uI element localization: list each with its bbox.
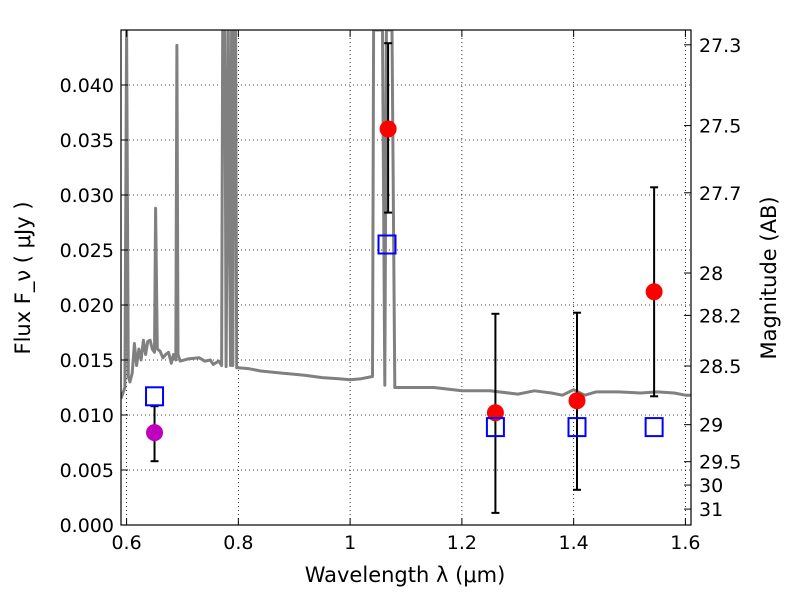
- grid-lines: [121, 30, 691, 526]
- magnitude-tick-label: 29: [699, 415, 723, 437]
- plot-frame: [120, 29, 692, 526]
- y-tick-label: 0.040: [60, 75, 114, 97]
- x-tick-label: 0.6: [111, 532, 141, 554]
- data-points-layer: [145, 42, 664, 514]
- model-photometry-square: [644, 417, 664, 438]
- y-tick-label: 0.005: [60, 460, 114, 482]
- model-spectrum-layer: [121, 30, 691, 400]
- y-tick-label: 0.010: [60, 405, 114, 427]
- y-axis-right-label: Magnitude (AB): [757, 196, 781, 359]
- magnitude-tick-label: 28.2: [699, 305, 741, 327]
- magnitude-tick-label: 27.7: [699, 183, 741, 205]
- x-tick-label: 1.4: [559, 532, 589, 554]
- model-photometry-square: [485, 417, 505, 438]
- x-tick-label: 1: [344, 532, 356, 554]
- model-photometry-square: [567, 417, 587, 438]
- y-tick-label: 0.000: [60, 515, 114, 537]
- data-point: [379, 120, 397, 138]
- y-tick-label: 0.025: [60, 240, 114, 262]
- magnitude-tick-label: 27.3: [699, 35, 741, 57]
- model-photometry-square: [145, 386, 165, 407]
- x-axis-label: Wavelength λ (μm): [305, 563, 506, 587]
- tick-labels: 0.6 0.8 1 1.2 1.4 1.6 0.000 0.005 0.010 0.015 0.02…: [60, 35, 742, 554]
- x-tick-label: 1.6: [670, 532, 700, 554]
- model-spectrum-line: [121, 30, 691, 400]
- magnitude-tick-label: 29.5: [699, 452, 741, 474]
- y-tick-label: 0.020: [60, 295, 114, 317]
- data-point: [568, 392, 586, 410]
- magnitude-tick-label: 30: [699, 475, 723, 497]
- y-tick-label: 0.030: [60, 185, 114, 207]
- plot-border: [120, 29, 692, 526]
- data-point: [146, 424, 164, 442]
- magnitude-tick-label: 27.5: [699, 116, 741, 138]
- magnitude-tick-label: 28.5: [699, 356, 741, 378]
- tick-marks: [121, 30, 691, 526]
- y-tick-label: 0.015: [60, 350, 114, 372]
- y-tick-label: 0.035: [60, 130, 114, 152]
- x-tick-label: 0.8: [223, 532, 253, 554]
- model-photometry-square: [377, 234, 397, 255]
- data-point: [645, 283, 663, 301]
- data-point: [486, 404, 504, 422]
- magnitude-tick-label: 31: [699, 499, 723, 521]
- y-axis-label: Flux F_ν ( μJy ): [11, 201, 36, 354]
- magnitude-tick-label: 28: [699, 263, 723, 285]
- x-tick-label: 1.2: [447, 532, 477, 554]
